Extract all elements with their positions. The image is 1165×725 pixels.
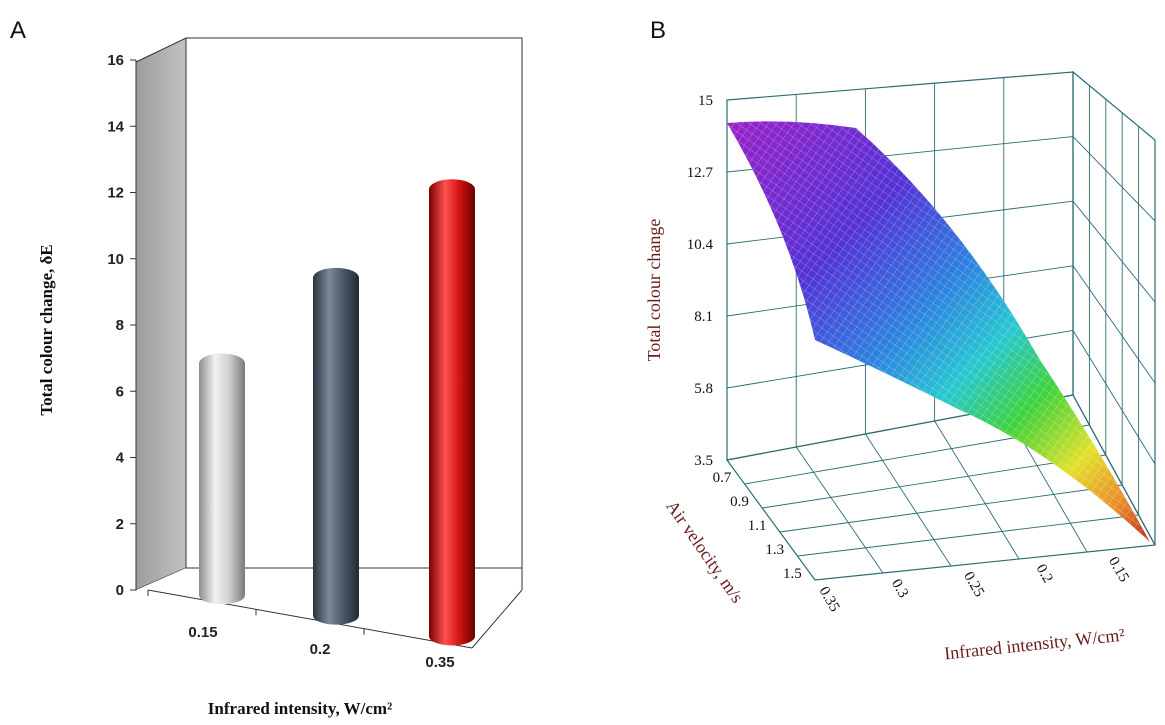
air-velocity-tick-label: 0.7 — [713, 470, 732, 486]
bar-0.2 — [313, 267, 359, 625]
infrared-tick-label: 0.25 — [960, 569, 987, 600]
bars — [199, 179, 475, 646]
z-tick-label: 5.8 — [694, 381, 713, 397]
air-velocity-tick-label: 1.3 — [765, 542, 784, 558]
infrared-tick-label: 0.15 — [1105, 554, 1132, 585]
z-axis-ticks: 3.5 5.8 8.1 10.4 12.7 15 — [687, 93, 714, 469]
x-tick-label: 0.15 — [188, 624, 217, 641]
bar-0.15 — [199, 353, 245, 605]
air-velocity-tick-label: 0.9 — [730, 494, 749, 510]
surface-mesh — [727, 121, 1150, 542]
infrared-tick-label: 0.2 — [1033, 562, 1056, 586]
x-axis-title: Infrared intensity, W/cm² — [208, 699, 392, 718]
y-tick-label: 8 — [116, 317, 124, 334]
bar-cap — [313, 267, 359, 288]
bar-body — [429, 189, 475, 637]
air-velocity-ticks: 0.7 0.9 1.1 1.3 1.5 — [713, 470, 802, 582]
x-axis-ticks: 0.15 0.2 0.35 — [147, 589, 455, 671]
infrared-axis-title: Infrared intensity, W/cm² — [943, 625, 1125, 664]
bar-cap — [199, 353, 245, 374]
bar-base — [199, 586, 245, 605]
y-axis-title: Total colour change, δE — [37, 244, 56, 415]
bar-cap — [429, 179, 475, 200]
y-tick-label: 14 — [107, 118, 124, 135]
y-tick-label: 0 — [116, 582, 124, 599]
infrared-tick-label: 0.3 — [888, 577, 911, 601]
bar-0.35 — [429, 179, 475, 646]
panel-a-label: A — [10, 17, 26, 44]
bar-body — [313, 277, 359, 616]
side-wall — [135, 37, 187, 591]
response-surface — [727, 121, 1150, 542]
z-tick-label: 15 — [698, 93, 713, 109]
z-tick-label: 12.7 — [687, 165, 714, 181]
z-axis-title: Total colour change — [644, 219, 664, 362]
air-velocity-tick-label: 1.1 — [748, 518, 767, 534]
bar-base — [429, 627, 475, 646]
air-velocity-axis-title: Air velocity, m/s — [662, 497, 747, 607]
y-tick-label: 10 — [107, 251, 124, 268]
z-tick-label: 3.5 — [694, 453, 713, 469]
x-tick-label: 0.2 — [310, 641, 331, 658]
y-tick-label: 4 — [116, 450, 125, 467]
z-tick-label: 8.1 — [694, 309, 713, 325]
bar-chart-3d: 0 2 4 6 8 10 12 14 16 0.15 0.2 0.35 Total colour c… — [37, 37, 523, 718]
y-axis-ticks: 0 2 4 6 8 10 12 14 16 — [107, 52, 136, 599]
bar-base — [313, 606, 359, 625]
bar-body — [199, 363, 245, 596]
floor-xy — [725, 394, 1156, 581]
panel-b-label: B — [650, 17, 666, 44]
air-velocity-tick-label: 1.5 — [783, 566, 802, 582]
y-tick-label: 6 — [116, 383, 124, 400]
z-tick-label: 10.4 — [687, 237, 714, 253]
y-tick-label: 16 — [107, 52, 124, 69]
infrared-tick-label: 0.35 — [816, 584, 843, 615]
x-tick-label: 0.35 — [425, 654, 454, 671]
surface-plot-3d: 3.5 5.8 8.1 10.4 12.7 15 0.7 0.9 1.1 1.3 1.5 0.35… — [644, 70, 1156, 664]
y-tick-label: 12 — [107, 185, 124, 202]
y-tick-label: 2 — [116, 516, 124, 533]
